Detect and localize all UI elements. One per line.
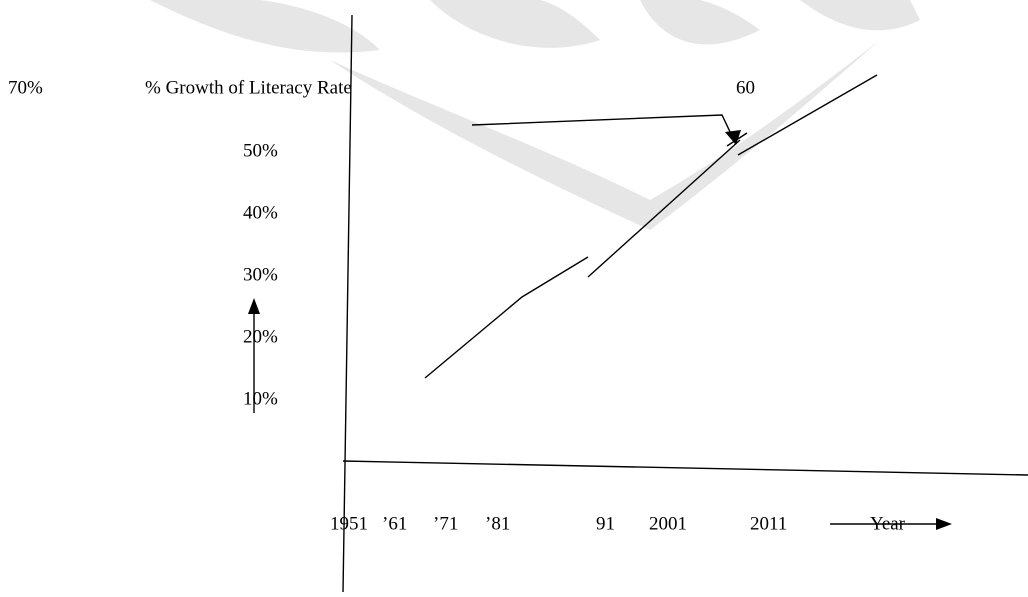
x-label: 91 [596, 513, 615, 534]
y-label: 40% [243, 202, 278, 223]
x-label: 2011 [750, 513, 787, 534]
curve [424, 256, 589, 379]
curve [587, 139, 741, 278]
pointer [471, 114, 733, 137]
label: 60 [736, 77, 755, 98]
title: % Growth of Literacy Rate [145, 77, 352, 98]
watermark [150, 0, 920, 230]
x-axis [342, 460, 1028, 476]
x-label: 1951 [330, 513, 368, 534]
y-label: 50% [243, 140, 278, 161]
x-label: ’71 [433, 513, 458, 534]
y-label: 10% [243, 388, 278, 409]
y-label: 30% [243, 264, 278, 285]
label: 70% [8, 77, 43, 98]
curve [737, 74, 878, 156]
x-label: ’81 [485, 513, 510, 534]
y-label: 20% [243, 326, 278, 347]
arrowhead [248, 298, 260, 314]
arrowhead [725, 130, 741, 145]
x-label: ’61 [382, 513, 407, 534]
arrowhead [936, 518, 952, 530]
x-label: 2001 [649, 513, 687, 534]
y-axis [342, 14, 353, 593]
